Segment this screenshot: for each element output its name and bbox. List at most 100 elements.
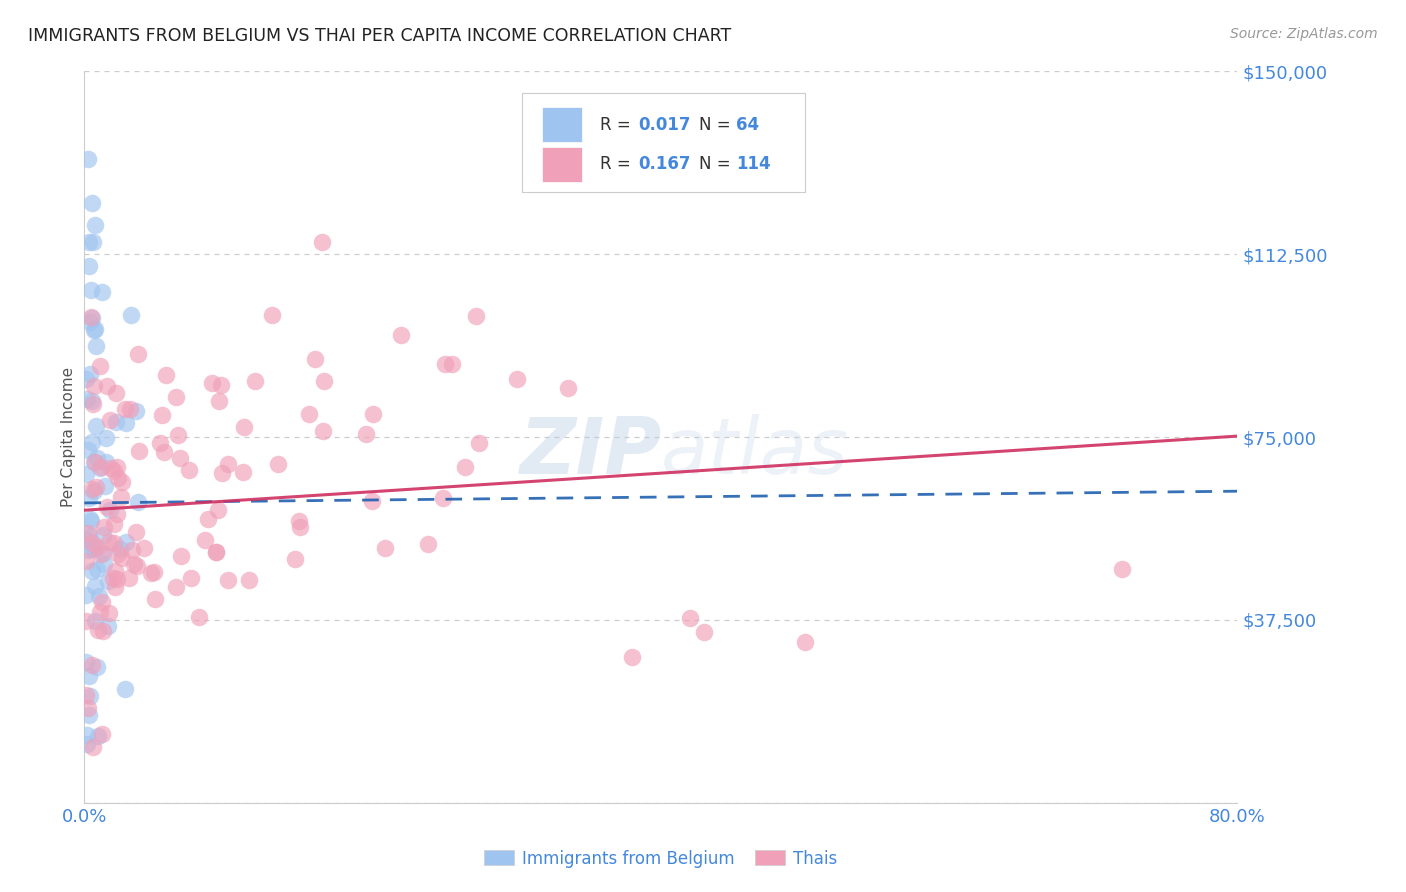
Point xyxy=(416,537,439,551)
Point xyxy=(124,524,146,539)
Point xyxy=(79,315,101,329)
Point xyxy=(114,682,136,697)
Point xyxy=(101,570,124,584)
Point xyxy=(311,235,333,249)
Point xyxy=(79,512,101,526)
Point xyxy=(94,479,117,493)
Point xyxy=(464,309,486,323)
Point xyxy=(165,580,187,594)
Point xyxy=(679,610,702,624)
Point xyxy=(91,727,114,741)
Point xyxy=(84,579,107,593)
Point xyxy=(104,386,127,401)
Point xyxy=(110,490,132,504)
Point xyxy=(118,571,141,585)
Point xyxy=(86,450,108,465)
Point xyxy=(288,515,311,529)
Point xyxy=(86,480,108,494)
Text: 0.017: 0.017 xyxy=(638,116,690,134)
Point xyxy=(98,503,121,517)
Point xyxy=(83,541,105,555)
Point xyxy=(76,443,98,458)
Point xyxy=(82,310,104,325)
Point xyxy=(97,619,120,633)
Point xyxy=(86,660,108,674)
Point xyxy=(1111,562,1133,576)
Point xyxy=(93,557,115,571)
Point xyxy=(125,404,148,418)
Point xyxy=(84,419,107,434)
Point xyxy=(103,464,125,478)
Point xyxy=(83,379,105,393)
Point xyxy=(84,455,107,469)
Point xyxy=(84,614,107,628)
Text: N =: N = xyxy=(699,116,735,134)
Point xyxy=(79,689,101,703)
Point xyxy=(84,339,107,353)
Point xyxy=(169,451,191,466)
Point xyxy=(194,533,217,548)
Point xyxy=(506,371,529,385)
Legend: Immigrants from Belgium, Thais: Immigrants from Belgium, Thais xyxy=(484,849,838,868)
Point xyxy=(77,526,100,541)
Text: 64: 64 xyxy=(735,116,759,134)
Point xyxy=(77,708,100,723)
Point xyxy=(80,310,103,324)
Point xyxy=(122,557,145,571)
Point xyxy=(165,390,187,404)
Point xyxy=(86,562,108,576)
Point xyxy=(104,415,127,429)
Point xyxy=(93,527,115,541)
Point xyxy=(312,425,335,439)
Point xyxy=(177,463,200,477)
Point xyxy=(89,359,111,374)
Point xyxy=(121,542,143,557)
Point xyxy=(97,535,120,549)
Point xyxy=(104,580,127,594)
Point xyxy=(83,455,105,469)
Point xyxy=(170,549,193,563)
Point xyxy=(243,375,266,389)
Bar xyxy=(543,107,582,143)
Point xyxy=(180,571,202,585)
Point xyxy=(467,435,489,450)
Point xyxy=(433,357,456,371)
Point xyxy=(90,547,112,561)
Point xyxy=(77,235,100,249)
Point xyxy=(208,393,231,408)
Text: N =: N = xyxy=(699,155,735,173)
Point xyxy=(75,615,97,629)
Point xyxy=(83,218,105,232)
Point xyxy=(391,327,413,342)
Point xyxy=(432,491,454,505)
Text: R =: R = xyxy=(600,116,636,134)
Point xyxy=(207,502,229,516)
Point xyxy=(107,547,129,561)
Point xyxy=(217,457,239,471)
Point xyxy=(98,606,121,620)
Point xyxy=(125,559,148,574)
Point xyxy=(77,529,100,543)
Text: R =: R = xyxy=(600,155,636,173)
Point xyxy=(373,541,395,556)
Y-axis label: Per Capita Income: Per Capita Income xyxy=(60,367,76,508)
Point xyxy=(211,467,233,481)
Point xyxy=(298,407,321,421)
Point xyxy=(75,371,97,385)
Point xyxy=(96,500,118,515)
Point xyxy=(115,535,138,549)
Point xyxy=(693,625,716,640)
Point xyxy=(89,461,111,475)
Point xyxy=(82,740,104,755)
Point xyxy=(77,491,100,506)
Point xyxy=(82,657,104,672)
Point xyxy=(288,520,311,534)
Point xyxy=(111,551,134,566)
Point xyxy=(103,516,125,531)
Point xyxy=(260,308,283,322)
Point xyxy=(77,669,100,683)
Point xyxy=(794,635,817,649)
Point xyxy=(82,564,104,578)
Text: 114: 114 xyxy=(735,155,770,173)
Point xyxy=(441,357,464,371)
